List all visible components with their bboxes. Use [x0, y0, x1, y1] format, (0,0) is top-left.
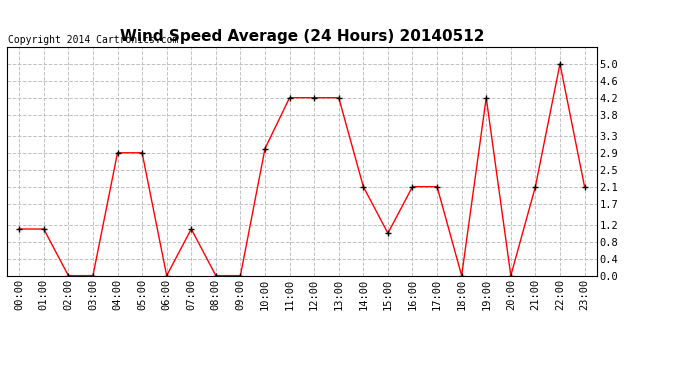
- Title: Wind Speed Average (24 Hours) 20140512: Wind Speed Average (24 Hours) 20140512: [119, 29, 484, 44]
- Text: Copyright 2014 Cartronics.com: Copyright 2014 Cartronics.com: [8, 35, 179, 45]
- Text: Wind  (mph): Wind (mph): [524, 33, 593, 43]
